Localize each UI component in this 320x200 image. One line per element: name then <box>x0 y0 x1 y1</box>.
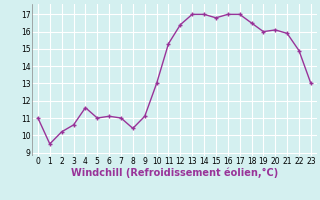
X-axis label: Windchill (Refroidissement éolien,°C): Windchill (Refroidissement éolien,°C) <box>71 168 278 178</box>
